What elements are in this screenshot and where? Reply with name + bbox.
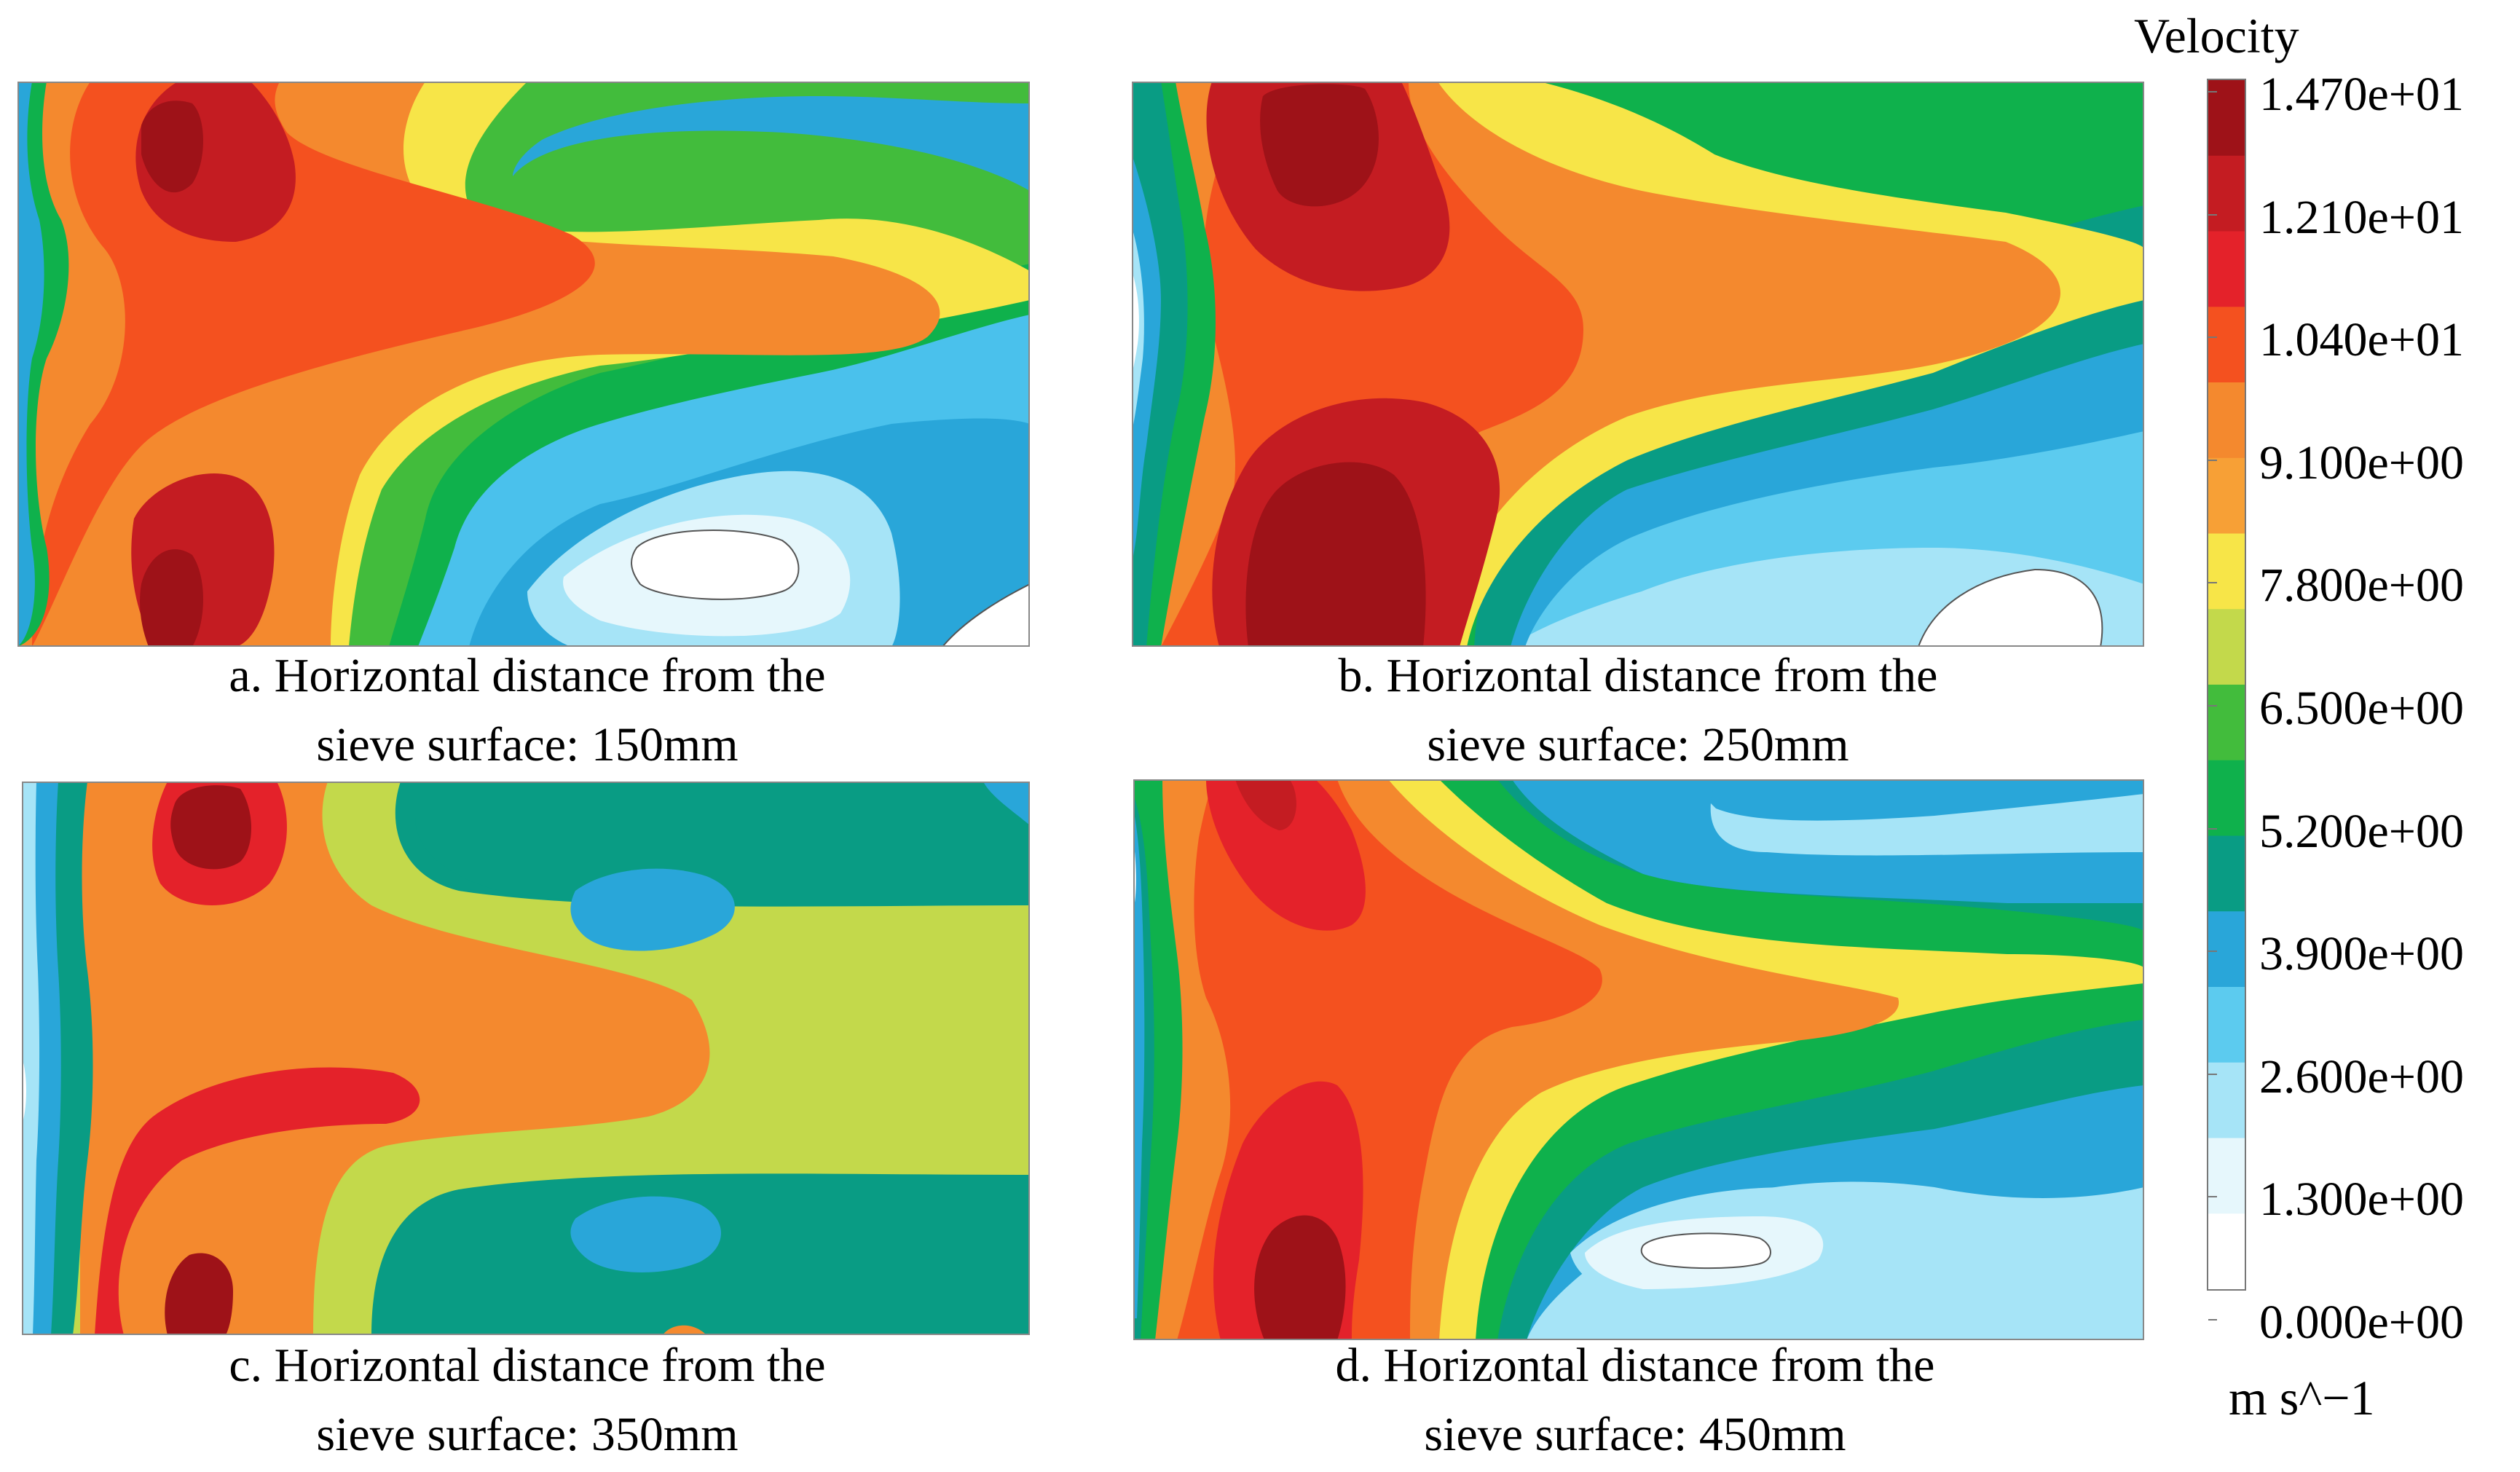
contour-region bbox=[80, 782, 710, 1335]
colorbar-tick-mark bbox=[2208, 705, 2217, 707]
colorbar-tick-mark bbox=[2208, 336, 2217, 339]
contour-plot-a bbox=[17, 82, 1030, 647]
colorbar-tick-label: 1.300e+00 bbox=[2259, 1173, 2465, 1227]
colorbar-tick-mark bbox=[2208, 1196, 2217, 1198]
contour-panel-b bbox=[1132, 82, 2144, 647]
colorbar-tick-label: 7.800e+00 bbox=[2259, 559, 2465, 613]
contour-plot-c bbox=[22, 782, 1030, 1335]
contour-panel-a bbox=[17, 82, 1030, 647]
colorbar-band bbox=[2208, 533, 2245, 610]
contour-region bbox=[1206, 779, 1366, 931]
colorbar-tick-label: 1.210e+01 bbox=[2259, 190, 2465, 244]
caption-a: a. Horizontal distance from the sieve su… bbox=[90, 641, 964, 779]
colorbar-tick-mark bbox=[2208, 1319, 2217, 1321]
caption-b-line1: b. Horizontal distance from the bbox=[1338, 649, 1938, 702]
contour-region bbox=[1133, 808, 1145, 1318]
colorbar-band bbox=[2208, 231, 2245, 308]
contour-region bbox=[170, 785, 251, 870]
colorbar-band bbox=[2208, 1062, 2245, 1139]
contour-region bbox=[1132, 271, 1139, 373]
colorbar-band bbox=[2208, 80, 2245, 157]
contour-region bbox=[1640, 1232, 1771, 1270]
colorbar-band bbox=[2208, 155, 2245, 232]
contour-region bbox=[1917, 568, 2103, 647]
colorbar-tick-label: 1.470e+01 bbox=[2259, 68, 2465, 121]
contour-region bbox=[1133, 779, 2144, 821]
colorbar-tick-mark bbox=[2208, 582, 2217, 584]
colorbar-band bbox=[2208, 685, 2245, 761]
contour-region bbox=[1235, 779, 1296, 830]
contour-region bbox=[513, 96, 1030, 191]
contour-region bbox=[983, 782, 1030, 825]
colorbar-tick-label: 3.900e+00 bbox=[2259, 927, 2465, 981]
colorbar-tick-label: 9.100e+00 bbox=[2259, 436, 2465, 489]
caption-b-line2: sieve surface: 250mm bbox=[1427, 718, 1849, 771]
colorbar-gradient bbox=[2208, 80, 2245, 1289]
contour-region bbox=[1260, 84, 1379, 207]
colorbar-band bbox=[2208, 382, 2245, 459]
caption-a-line2: sieve surface: 150mm bbox=[316, 718, 739, 771]
colorbar-band bbox=[2208, 1213, 2245, 1289]
caption-d: d. Horizontal distance from the sieve su… bbox=[1198, 1331, 2072, 1469]
contour-region bbox=[570, 1196, 721, 1272]
colorbar-tick-mark bbox=[2208, 91, 2217, 93]
caption-c-line2: sieve surface: 350mm bbox=[316, 1408, 739, 1461]
contour-plot-d bbox=[1133, 779, 2144, 1340]
caption-a-line1: a. Horizontal distance from the bbox=[229, 649, 826, 702]
contour-region bbox=[165, 1253, 233, 1335]
colorbar-tick-mark bbox=[2208, 1073, 2217, 1075]
plot-frame bbox=[1132, 82, 2144, 647]
colorbar-band bbox=[2208, 609, 2245, 685]
colorbar-tick-mark bbox=[2208, 827, 2217, 830]
colorbar-tick-label: 0.000e+00 bbox=[2259, 1296, 2465, 1349]
contour-region bbox=[17, 82, 44, 647]
colorbar bbox=[2207, 79, 2246, 1291]
colorbar-band bbox=[2208, 457, 2245, 535]
caption-d-line1: d. Horizontal distance from the bbox=[1335, 1339, 1935, 1392]
plot-frame bbox=[22, 782, 1030, 1335]
caption-c: c. Horizontal distance from the sieve su… bbox=[90, 1331, 964, 1469]
colorbar-title: Velocity bbox=[2134, 8, 2299, 63]
contour-panel-d bbox=[1133, 779, 2144, 1340]
colorbar-tick-label: 2.600e+00 bbox=[2259, 1050, 2465, 1103]
colorbar-tick-label: 5.200e+00 bbox=[2259, 804, 2465, 858]
contour-region bbox=[140, 549, 203, 647]
plot-frame bbox=[1133, 779, 2144, 1340]
contour-region bbox=[663, 1325, 706, 1335]
contour-plot-b bbox=[1132, 82, 2144, 647]
caption-c-line1: c. Horizontal distance from the bbox=[229, 1339, 826, 1392]
colorbar-band bbox=[2208, 760, 2245, 837]
contour-region bbox=[1132, 154, 1161, 562]
contour-region bbox=[141, 101, 203, 193]
colorbar-tick-label: 1.040e+01 bbox=[2259, 313, 2465, 367]
caption-d-line2: sieve surface: 450mm bbox=[1424, 1408, 1846, 1461]
contour-region bbox=[1245, 462, 1426, 647]
contour-region bbox=[22, 782, 40, 1335]
colorbar-tick-mark bbox=[2208, 459, 2217, 461]
contour-panel-c bbox=[22, 782, 1030, 1335]
colorbar-band bbox=[2208, 987, 2245, 1063]
colorbar-band bbox=[2208, 911, 2245, 988]
contour-region bbox=[22, 782, 1030, 905]
contour-region bbox=[95, 1067, 420, 1335]
caption-b: b. Horizontal distance from the sieve su… bbox=[1201, 641, 2075, 779]
contour-region bbox=[631, 530, 800, 600]
colorbar-tick-mark bbox=[2208, 950, 2217, 953]
contour-region bbox=[570, 868, 735, 951]
plot-frame bbox=[17, 82, 1030, 647]
colorbar-unit: m s^−1 bbox=[2229, 1370, 2375, 1425]
colorbar-band bbox=[2208, 835, 2245, 913]
colorbar-tick-label: 6.500e+00 bbox=[2259, 682, 2465, 735]
colorbar-tick-mark bbox=[2208, 213, 2217, 216]
colorbar-band bbox=[2208, 1138, 2245, 1215]
colorbar-band bbox=[2208, 307, 2245, 383]
contour-region bbox=[1254, 1215, 1346, 1340]
